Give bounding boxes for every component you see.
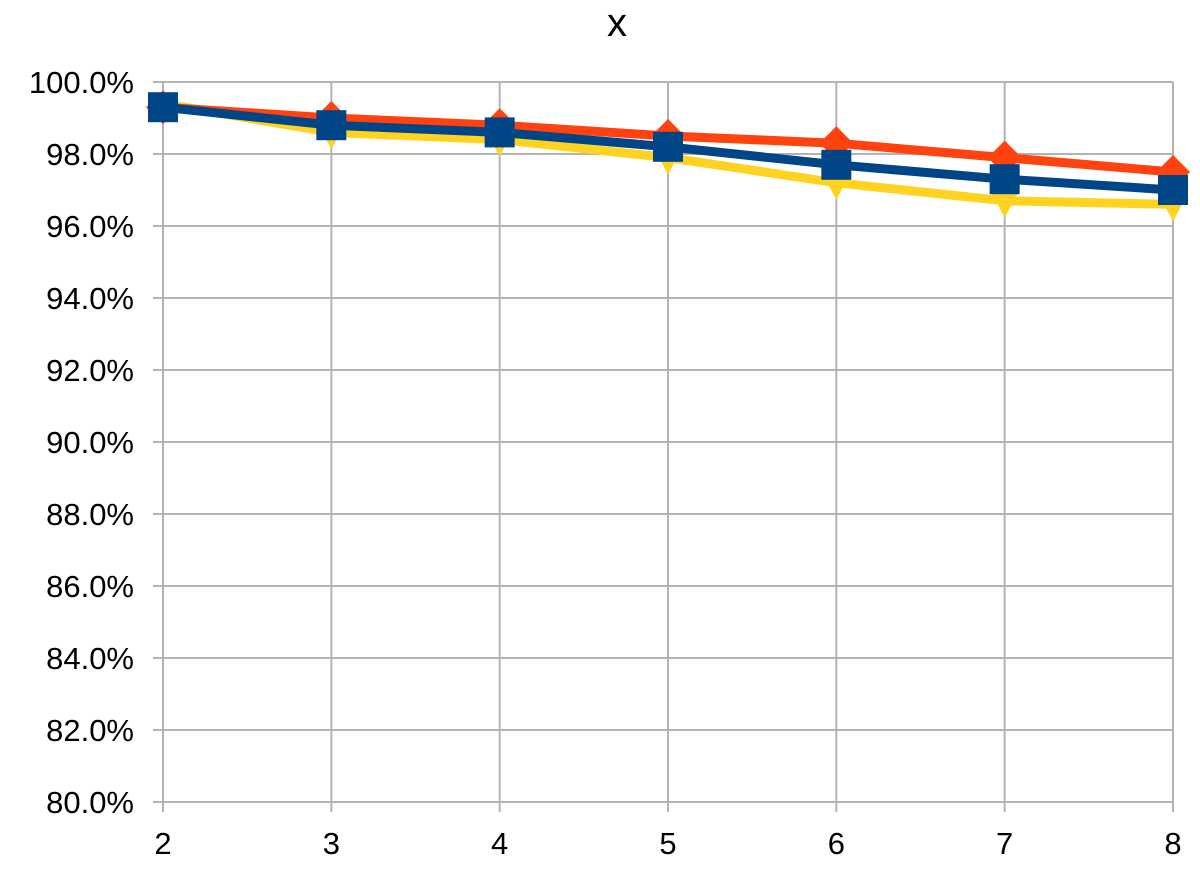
chart-title: x [607,1,627,45]
data-point-marker [1158,175,1188,205]
y-tick-label: 80.0% [46,785,134,820]
data-point-marker [989,164,1020,195]
data-point-marker [653,131,683,162]
x-tick-label: 8 [1164,826,1181,861]
x-tick-label: 6 [828,826,845,861]
y-tick-label: 86.0% [46,569,134,604]
y-tick-label: 98.0% [46,137,134,172]
x-axis-ticks: 2 3 4 5 6 7 8 [154,802,1182,861]
x-tick-label: 2 [154,826,171,861]
x-tick-label: 3 [323,826,340,861]
y-tick-label: 84.0% [46,641,134,676]
x-tick-label: 7 [996,826,1013,861]
y-tick-label: 94.0% [46,281,134,316]
y-tick-label: 88.0% [46,497,134,532]
data-point-marker [484,117,515,148]
data-point-marker [148,92,178,123]
y-tick-label: 96.0% [46,209,134,244]
x-tick-label: 5 [659,826,676,861]
series-group [146,90,1190,222]
y-tick-label: 90.0% [46,425,134,460]
y-axis-ticks: 80.0% 82.0% 84.0% 86.0% 88.0% 90.0% 92.0% 94.0%… [29,65,163,820]
x-tick-label: 4 [491,826,508,861]
y-tick-label: 92.0% [46,353,134,388]
y-tick-label: 100.0% [29,65,134,100]
data-point-marker [989,189,1020,218]
data-point-marker [316,110,347,141]
grid-lines [162,81,1174,803]
data-point-marker [821,149,852,180]
series-3 [148,92,1188,205]
y-tick-label: 82.0% [46,713,134,748]
